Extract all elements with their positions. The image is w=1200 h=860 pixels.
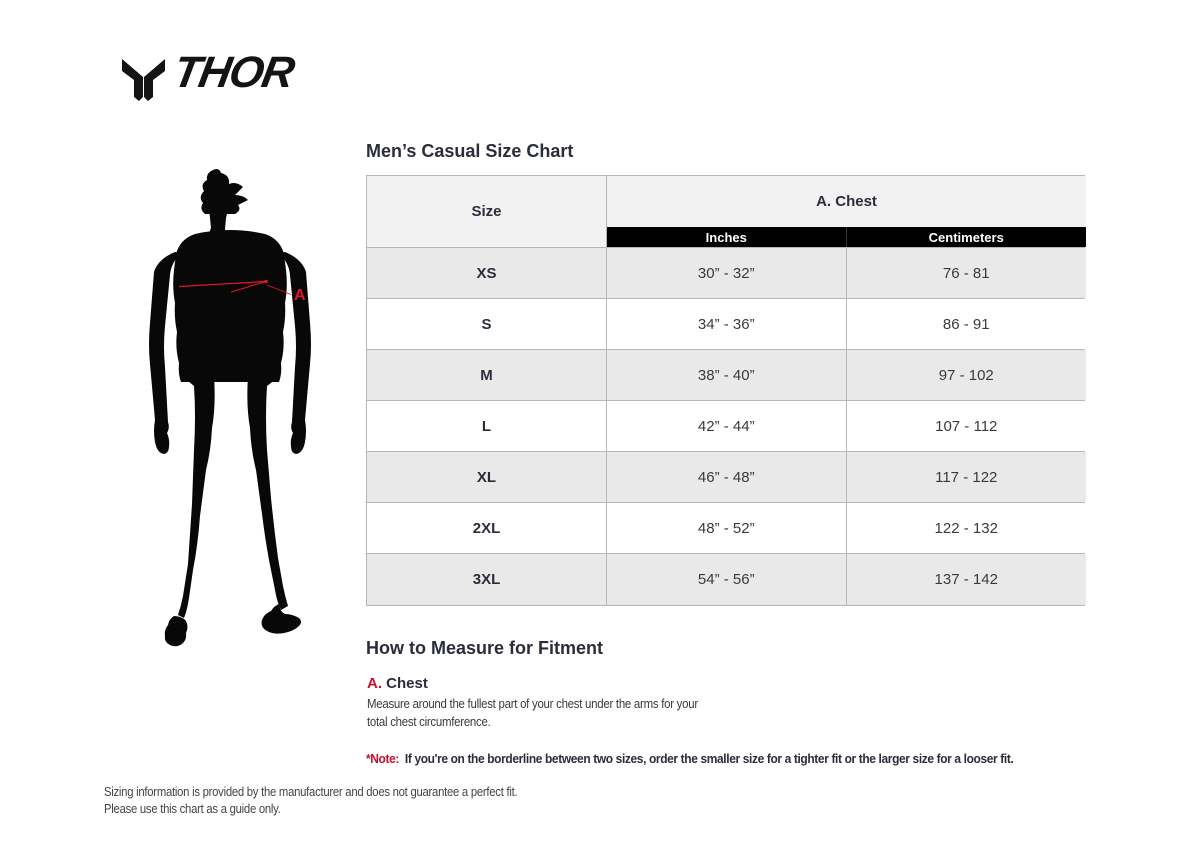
svg-text:A: A [294, 287, 306, 304]
